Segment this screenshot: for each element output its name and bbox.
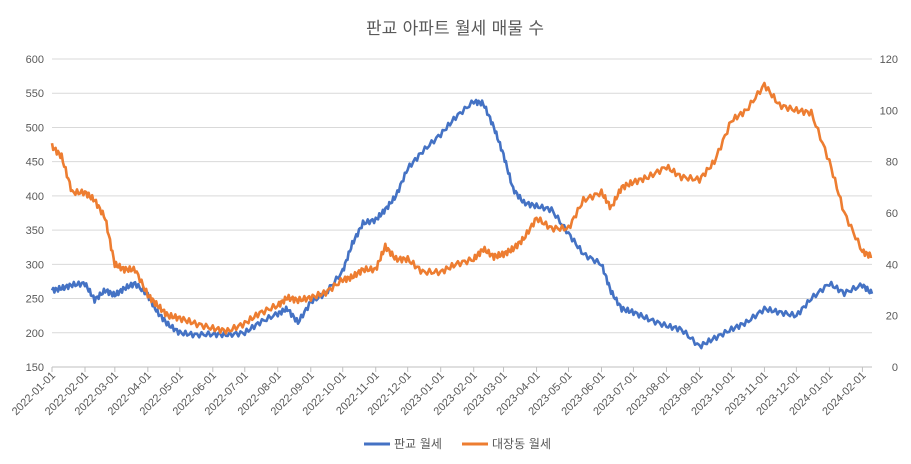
y-left-tick-label: 200	[26, 328, 44, 340]
y-right-tick-label: 60	[886, 208, 898, 220]
y-left-tick-label: 400	[26, 191, 44, 203]
series-lines	[50, 81, 874, 350]
y-left-tick-label: 150	[26, 362, 44, 374]
y-axis-right: 0 20 40 60 80 100 120	[880, 54, 898, 374]
y-right-tick-label: 0	[892, 362, 898, 374]
y-right-tick-label: 100	[880, 105, 898, 117]
y-axis-left: 150 200 250 300 350 400 450 500 550 600	[26, 54, 44, 374]
legend-label-pangyo: 판교 월세	[394, 437, 442, 451]
y-right-tick-label: 80	[886, 157, 898, 169]
y-right-tick-label: 120	[880, 54, 898, 66]
y-left-tick-label: 500	[26, 122, 44, 134]
y-left-tick-label: 350	[26, 225, 44, 237]
y-left-tick-label: 300	[26, 259, 44, 271]
chart-title: 판교 아파트 월세 매물 수	[366, 19, 544, 39]
legend: 판교 월세 대장동 월세	[364, 437, 551, 451]
y-left-tick-label: 450	[26, 157, 44, 169]
legend-label-daejang: 대장동 월세	[492, 437, 551, 451]
y-right-tick-label: 20	[886, 311, 898, 323]
y-left-tick-label: 600	[26, 54, 44, 66]
y-left-tick-label: 550	[26, 88, 44, 100]
gridlines	[52, 58, 872, 368]
y-right-tick-label: 40	[886, 259, 898, 271]
series-line-pangyo	[50, 98, 874, 350]
y-left-tick-label: 250	[26, 294, 44, 306]
series-line-daejang	[50, 81, 873, 335]
